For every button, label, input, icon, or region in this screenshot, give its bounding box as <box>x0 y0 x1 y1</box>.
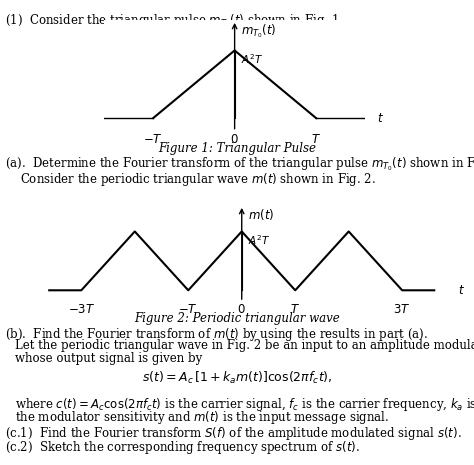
Text: $-3T$: $-3T$ <box>68 303 95 316</box>
Text: Figure 1: Triangular Pulse: Figure 1: Triangular Pulse <box>158 142 316 155</box>
Text: $m_{T_0}(t)$: $m_{T_0}(t)$ <box>241 22 277 40</box>
Text: $T$: $T$ <box>311 133 321 146</box>
Text: $-T$: $-T$ <box>178 303 198 316</box>
Text: $s(t) = A_c\,[1 + k_a m(t)]\cos(2\pi f_c t),$: $s(t) = A_c\,[1 + k_a m(t)]\cos(2\pi f_c… <box>142 370 332 386</box>
Text: where $c(t) = A_c\cos(2\pi f_c t)$ is the carrier signal, $f_c$ is the carrier f: where $c(t) = A_c\cos(2\pi f_c t)$ is th… <box>15 396 474 413</box>
Text: whose output signal is given by: whose output signal is given by <box>15 352 202 365</box>
Text: (a).  Determine the Fourier transform of the triangular pulse $m_{T_0}(t)$ shown: (a). Determine the Fourier transform of … <box>5 155 474 173</box>
Text: $T$: $T$ <box>290 303 300 316</box>
Text: $t$: $t$ <box>377 112 384 125</box>
Text: $-T$: $-T$ <box>143 133 163 146</box>
Text: (c.1)  Find the Fourier transform $S(f)$ of the amplitude modulated signal $s(t): (c.1) Find the Fourier transform $S(f)$ … <box>5 425 462 442</box>
Text: Figure 2: Periodic triangular wave: Figure 2: Periodic triangular wave <box>134 312 340 325</box>
Text: $0$: $0$ <box>237 303 246 316</box>
Text: the modulator sensitivity and $m(t)$ is the input message signal.: the modulator sensitivity and $m(t)$ is … <box>15 409 389 426</box>
Text: (b).  Find the Fourier transform of $m(t)$ by using the results in part (a).: (b). Find the Fourier transform of $m(t)… <box>5 326 428 343</box>
Text: $3T$: $3T$ <box>393 303 411 316</box>
Text: $0$: $0$ <box>230 133 239 146</box>
Text: Let the periodic triangular wave in Fig. 2 be an input to an amplitude modulator: Let the periodic triangular wave in Fig.… <box>15 339 474 352</box>
Text: $m(t)$: $m(t)$ <box>248 207 274 222</box>
Text: $A^2T$: $A^2T$ <box>248 233 271 247</box>
Text: (1)  Consider the triangular pulse $m_{T_0}(t)$ shown in Fig. 1.: (1) Consider the triangular pulse $m_{T_… <box>5 12 343 30</box>
Text: $A^2T$: $A^2T$ <box>241 53 264 66</box>
Text: $t$: $t$ <box>458 284 465 297</box>
Text: (c.2)  Sketch the corresponding frequency spectrum of $s(t)$.: (c.2) Sketch the corresponding frequency… <box>5 439 360 456</box>
Text: Consider the periodic triangular wave $m(t)$ shown in Fig. 2.: Consider the periodic triangular wave $m… <box>20 171 376 188</box>
